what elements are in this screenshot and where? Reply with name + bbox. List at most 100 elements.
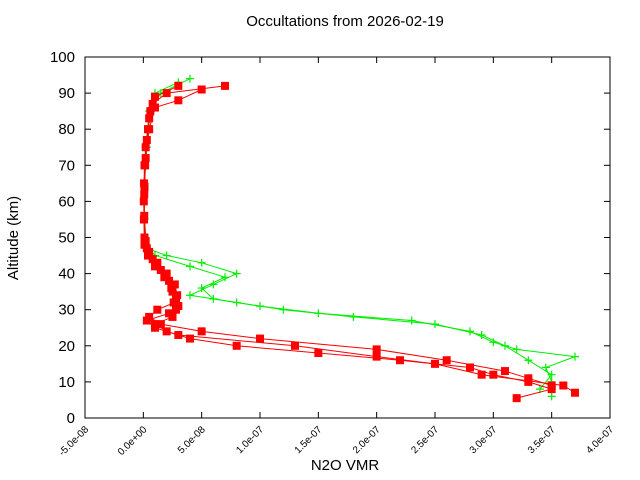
- y-tick-label: 100: [50, 49, 75, 66]
- marker: [571, 352, 579, 361]
- x-tick-label: 4.0e-07: [584, 424, 616, 456]
- marker: [512, 394, 521, 403]
- marker: [140, 182, 149, 191]
- x-tick-label: 5.0e-08: [176, 424, 208, 456]
- y-tick-label: 0: [67, 410, 75, 427]
- marker: [396, 356, 404, 365]
- marker: [174, 330, 183, 339]
- series-line: [143, 89, 552, 386]
- marker: [547, 381, 556, 390]
- marker: [477, 330, 486, 339]
- marker: [232, 269, 241, 278]
- marker: [151, 103, 159, 112]
- marker: [153, 258, 162, 267]
- marker: [431, 320, 439, 329]
- marker: [372, 352, 381, 361]
- x-tick-label: 2.0e-07: [351, 424, 383, 456]
- marker: [559, 381, 568, 390]
- marker: [291, 341, 299, 350]
- marker: [170, 298, 179, 307]
- y-tick-label: 70: [58, 157, 75, 174]
- marker: [256, 334, 264, 343]
- marker: [186, 74, 194, 83]
- marker: [197, 284, 206, 293]
- marker: [501, 341, 509, 350]
- marker: [512, 345, 521, 354]
- marker: [186, 291, 194, 300]
- marker: [174, 96, 183, 105]
- marker: [145, 312, 154, 321]
- marker: [466, 363, 474, 372]
- marker: [151, 92, 159, 101]
- marker: [407, 316, 416, 325]
- x-tick-label: 3.0e-07: [468, 424, 500, 456]
- marker: [541, 363, 550, 372]
- marker: [186, 262, 194, 271]
- marker: [145, 247, 154, 256]
- marker: [209, 280, 218, 289]
- marker: [489, 370, 498, 379]
- marker: [146, 107, 155, 116]
- y-tick-label: 50: [58, 230, 75, 247]
- marker: [279, 305, 288, 314]
- marker: [156, 320, 165, 329]
- y-tick-label: 90: [58, 85, 75, 102]
- marker: [477, 370, 486, 379]
- marker: [372, 345, 381, 354]
- x-tick-label: 1.0e-07: [234, 424, 266, 456]
- marker: [162, 89, 171, 98]
- marker: [524, 374, 533, 383]
- marker: [162, 251, 171, 260]
- marker: [349, 312, 358, 321]
- marker: [232, 298, 241, 307]
- marker: [197, 85, 206, 94]
- x-axis-label: N2O VMR: [311, 457, 380, 474]
- marker: [156, 265, 165, 274]
- plot-border: [84, 56, 611, 419]
- marker: [232, 341, 241, 350]
- marker: [547, 370, 556, 379]
- marker: [140, 211, 149, 220]
- y-axis-label: Altitude (km): [5, 196, 22, 280]
- marker: [174, 81, 183, 90]
- marker: [442, 356, 451, 365]
- x-tick-label: 3.5e-07: [526, 424, 558, 456]
- series-line: [143, 85, 554, 399]
- x-tick-label: -5.0e-08: [57, 424, 91, 458]
- marker: [547, 392, 556, 401]
- x-tick-label: 1.5e-07: [293, 424, 325, 456]
- marker: [571, 388, 579, 397]
- x-tick-label: 2.5e-07: [409, 424, 441, 456]
- chart-title: Occultations from 2026-02-19: [246, 13, 444, 30]
- marker: [165, 309, 173, 318]
- marker: [314, 349, 323, 358]
- marker: [501, 367, 509, 376]
- marker: [145, 125, 154, 134]
- marker: [145, 114, 154, 123]
- y-tick-label: 30: [58, 302, 75, 319]
- y-tick-label: 80: [58, 121, 75, 138]
- series-line: [143, 85, 576, 394]
- marker: [141, 143, 150, 152]
- y-tick-label: 20: [58, 338, 75, 355]
- marker: [197, 327, 206, 336]
- marker: [148, 255, 157, 264]
- marker: [151, 323, 159, 332]
- marker: [141, 237, 150, 246]
- marker: [221, 273, 229, 282]
- y-tick-label: 60: [58, 193, 75, 210]
- marker: [186, 334, 194, 343]
- marker: [431, 359, 439, 368]
- marker: [165, 276, 173, 285]
- marker: [221, 81, 229, 90]
- marker: [173, 291, 182, 300]
- marker: [524, 356, 533, 365]
- marker: [170, 280, 179, 289]
- x-tick-label: 0.0e+00: [116, 424, 150, 458]
- marker: [142, 136, 151, 145]
- y-tick-label: 40: [58, 266, 75, 283]
- marker: [153, 305, 162, 314]
- marker: [162, 269, 171, 278]
- y-tick-label: 10: [58, 374, 75, 391]
